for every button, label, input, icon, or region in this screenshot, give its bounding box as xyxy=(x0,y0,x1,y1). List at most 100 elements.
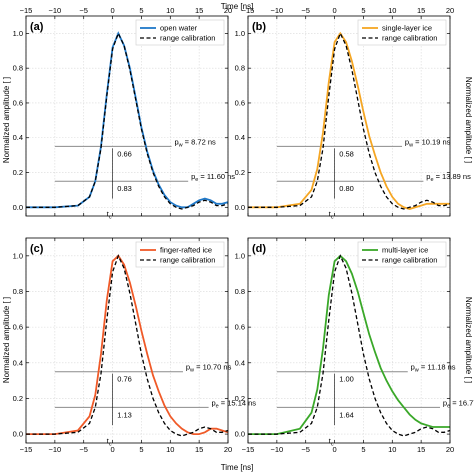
y-tick-label: 0.8 xyxy=(13,287,23,296)
legend-box xyxy=(357,19,447,46)
right-axis-label-bottom: Normalized amplitude [ ] xyxy=(464,297,473,383)
pulse-width-label: pw = 10.19 ns xyxy=(405,137,451,148)
y-tick-label: 0.2 xyxy=(13,394,23,403)
x-tick-label: −15 xyxy=(20,445,33,454)
x-tick-label: 10 xyxy=(388,445,396,454)
y-tick-label: 0.4 xyxy=(235,358,245,367)
legend-box xyxy=(357,241,447,268)
pulse-width-label: pw = 10.70 ns xyxy=(186,363,232,374)
x-tick-label: 15 xyxy=(195,445,203,454)
x-tick-label: −10 xyxy=(48,445,61,454)
y-tick-label: 0.6 xyxy=(13,323,23,332)
x-tick-label: 0 xyxy=(332,6,336,15)
y-tick-label: 0.2 xyxy=(13,168,23,177)
y-tick-label: 0.0 xyxy=(13,430,23,439)
tc-label: tc xyxy=(107,210,112,221)
x-tick-label: 5 xyxy=(361,6,365,15)
tc-label: tc xyxy=(329,436,334,447)
x-tick-label: 10 xyxy=(388,6,396,15)
x-tick-label: 15 xyxy=(417,445,425,454)
y-tick-label: 0.0 xyxy=(235,430,245,439)
x-tick-label: 20 xyxy=(224,445,232,454)
left-axis-label-top: Normalized amplitude [ ] xyxy=(2,77,11,163)
x-tick-label: 10 xyxy=(166,6,174,15)
panel-label: (b) xyxy=(252,21,266,33)
legend-entry: single-layer ice xyxy=(382,24,432,33)
top-axis-label: Time [ns] xyxy=(221,2,254,11)
y-tick-label: 1.0 xyxy=(235,29,245,38)
pulse-width-label: pw = 8.72 ns xyxy=(174,137,216,148)
y-tick-label: 0.4 xyxy=(13,133,23,142)
width-marker-value: 1.00 xyxy=(339,375,354,384)
bottom-axis-label: Time [ns] xyxy=(221,463,254,472)
legend-entry: multi-layer ice xyxy=(382,246,428,255)
plot-frame xyxy=(247,237,451,444)
x-tick-label: 20 xyxy=(224,6,232,15)
x-tick-label: −10 xyxy=(270,445,283,454)
legend-entry: range calibration xyxy=(160,256,215,265)
x-tick-label: 5 xyxy=(139,6,143,15)
pulse-width-label: pe = 15.14 ns xyxy=(211,398,256,409)
y-tick-label: 0.0 xyxy=(235,203,245,212)
series-line-1 xyxy=(26,254,229,435)
x-tick-label: 5 xyxy=(139,445,143,454)
x-tick-label: −5 xyxy=(79,6,88,15)
panel-2: −15 −10 −5 0 5 10 15 20 0.0 0.2 0.4 0.6 0.8 1.0 0.58 pw… xyxy=(235,6,472,221)
legend-entry: range calibration xyxy=(382,34,437,43)
pulse-width-label: pe = 16.77 ns xyxy=(443,398,474,409)
width-marker-value: 0.80 xyxy=(339,184,354,193)
legend-entry: range calibration xyxy=(160,34,215,43)
legend-entry: range calibration xyxy=(382,256,437,265)
plot-frame xyxy=(247,15,451,217)
y-tick-label: 0.6 xyxy=(13,98,23,107)
y-tick-label: 0.8 xyxy=(235,64,245,73)
panel-1: −15 −10 −5 0 5 10 15 20 0.0 0.2 0.4 0.6 0.8 1.0 0.66 pw… xyxy=(13,6,236,221)
x-tick-label: 0 xyxy=(332,445,336,454)
y-tick-label: 1.0 xyxy=(13,251,23,260)
x-tick-label: 5 xyxy=(361,445,365,454)
x-tick-label: −10 xyxy=(270,6,283,15)
series-line-2 xyxy=(26,31,229,210)
x-tick-label: −15 xyxy=(242,445,255,454)
x-tick-label: 10 xyxy=(166,445,174,454)
x-tick-label: 15 xyxy=(417,6,425,15)
width-marker-value: 0.76 xyxy=(117,375,132,384)
panel-label: (c) xyxy=(30,243,44,255)
legend-entry: open water xyxy=(160,24,198,33)
y-tick-label: 0.4 xyxy=(13,358,23,367)
series-line-1 xyxy=(248,31,450,210)
y-tick-label: 0.8 xyxy=(13,64,23,73)
x-tick-label: 20 xyxy=(446,6,454,15)
panel-4: −15 −10 −5 0 5 10 15 20 0.0 0.2 0.4 0.6 0.8 1.0 1.00 pw… xyxy=(235,237,474,454)
y-tick-label: 1.0 xyxy=(13,29,23,38)
left-axis-label-bottom: Normalized amplitude [ ] xyxy=(2,297,11,383)
x-tick-label: −5 xyxy=(79,445,88,454)
x-tick-label: 0 xyxy=(110,6,114,15)
tc-label: tc xyxy=(329,210,334,221)
y-tick-label: 0.0 xyxy=(13,203,23,212)
x-tick-label: −15 xyxy=(20,6,33,15)
x-tick-label: −5 xyxy=(301,6,310,15)
series-line-2 xyxy=(248,31,451,210)
legend-box xyxy=(135,241,225,268)
width-marker-value: 0.83 xyxy=(117,184,132,193)
panel-label: (d) xyxy=(252,243,266,255)
pulse-width-label: pe = 11.60 ns xyxy=(191,172,235,183)
pulse-width-label: pw = 11.18 ns xyxy=(411,363,456,374)
y-tick-label: 0.6 xyxy=(235,98,245,107)
x-tick-label: 15 xyxy=(195,6,203,15)
y-tick-label: 0.4 xyxy=(235,133,245,142)
y-tick-label: 0.2 xyxy=(235,394,245,403)
panel-label: (a) xyxy=(30,21,44,33)
chart-panels: −15 −10 −5 0 5 10 15 200.00.20.40.60.81.00.66pw… xyxy=(13,6,474,454)
x-tick-label: −15 xyxy=(242,6,255,15)
plot-frame xyxy=(25,237,229,444)
y-tick-label: 0.2 xyxy=(235,168,245,177)
width-marker-value: 1.13 xyxy=(117,410,132,419)
width-marker-value: 0.58 xyxy=(339,149,354,158)
width-marker-value: 0.66 xyxy=(117,149,132,158)
x-tick-label: 20 xyxy=(446,445,454,454)
series-line-2 xyxy=(26,254,229,437)
y-tick-label: 1.0 xyxy=(235,251,245,260)
